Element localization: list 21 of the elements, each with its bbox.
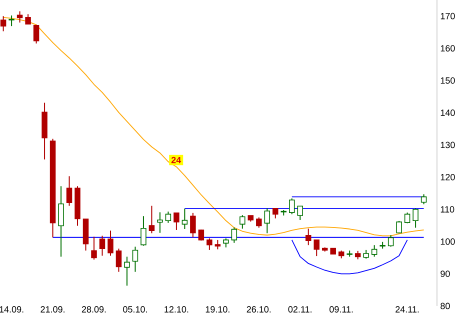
y-tick-label: 170 bbox=[440, 12, 455, 20]
x-tick-label: 12.10. bbox=[164, 306, 188, 313]
x-tick-label: 19.10. bbox=[206, 306, 230, 313]
y-tick-label: 120 bbox=[440, 174, 455, 180]
x-tick-label: 02.11. bbox=[288, 306, 312, 313]
x-tick-label: 26.10. bbox=[246, 306, 271, 313]
annotation: 24 bbox=[171, 156, 182, 164]
x-tick-label: 14.09. bbox=[0, 306, 24, 313]
y-tick-label: 140 bbox=[440, 110, 455, 116]
y-tick-label: 100 bbox=[440, 238, 455, 245]
y-tick-label: 90 bbox=[440, 270, 450, 277]
y-tick-label: 110 bbox=[440, 206, 454, 213]
x-tick-label: 21.09. bbox=[40, 306, 64, 313]
y-tick-label: 130 bbox=[440, 142, 455, 148]
y-tick-label: 80 bbox=[440, 302, 450, 310]
x-tick-label: 05.10. bbox=[123, 306, 147, 313]
x-tick-label: 24.11. bbox=[396, 306, 419, 312]
x-tick-label: 09.11. bbox=[330, 306, 353, 313]
y-tick-label: 150 bbox=[440, 77, 455, 84]
x-tick-label: 28.09. bbox=[82, 306, 106, 313]
y-tick-label: 160 bbox=[440, 45, 455, 52]
